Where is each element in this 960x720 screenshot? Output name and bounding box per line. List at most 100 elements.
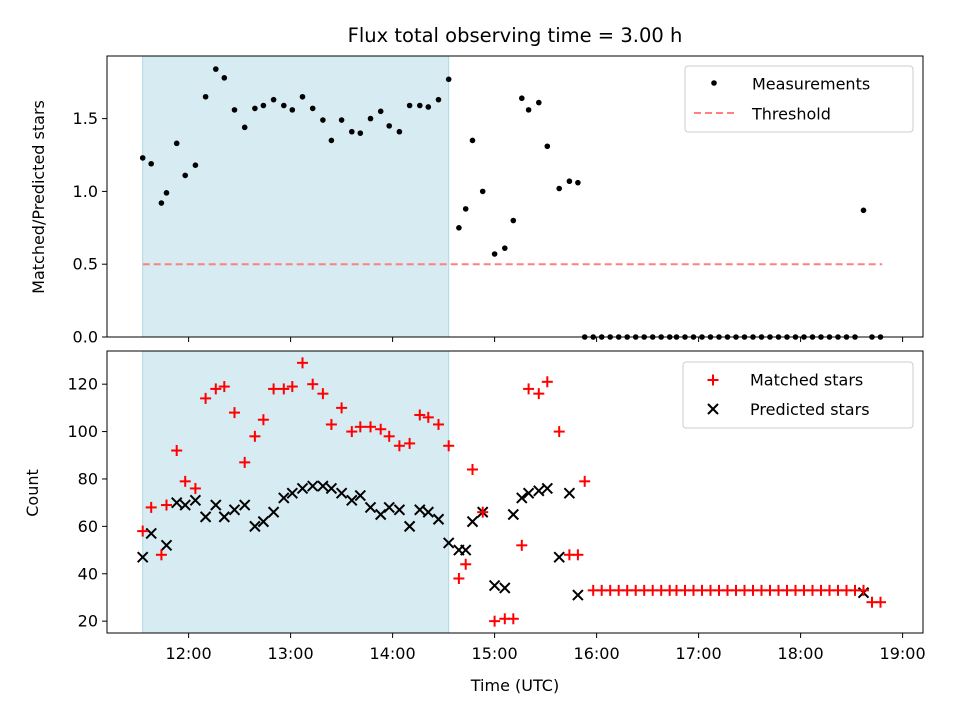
matched-point [218,381,230,393]
measurement-point [213,66,219,72]
measurement-point [139,155,146,161]
measurement-point [158,200,165,206]
predicted-point [414,504,426,516]
top-axes-frame [106,55,924,338]
measurement-point [456,225,462,231]
matched-point [553,426,565,438]
predicted-point-b [228,504,241,516]
predicted-point [499,582,511,594]
legend-measurements-marker [711,80,717,86]
bottom-y-axis-label: Count [23,469,42,517]
top-legend-box [684,65,914,133]
measurement-point [328,137,335,144]
chart-title: Flux total observing time = 3.00 h [348,24,683,47]
matched-point [336,402,348,414]
predicted-point-b [346,494,358,507]
predicted-point-b [522,487,535,499]
predicted-point [317,480,329,492]
measurement-point [566,178,573,185]
predicted-point [218,511,231,523]
matched-point [307,378,319,390]
bottom-panel: 20 40 60 80 100 120 12:00 13:00 14:00 15:00 16:00 1… [67,350,926,663]
predicted-point [459,544,472,556]
predicted-point-b [249,520,261,533]
predicted-point-b [170,496,183,509]
predicted-point-b [199,511,212,523]
predicted-point [354,489,367,502]
predicted-point-b [210,499,222,511]
measurement-point [556,185,562,192]
predicted-point-b [466,515,479,528]
predicted-point-b [278,492,290,504]
legend-predicted-marker-b [707,403,719,415]
predicted-point [189,494,202,507]
y-tick-label: 0.5 [73,255,98,274]
y-tick-label: 80 [78,469,98,488]
legend-threshold-label: Threshold [751,105,831,124]
measurement-point [425,104,432,110]
predicted-point [422,506,435,518]
y-tick-label: 0.0 [73,328,98,347]
predicted-point [553,551,565,563]
predicted-point [179,499,191,511]
matched-point [161,499,172,511]
predicted-point [170,496,183,509]
measurement-point [231,107,238,113]
bottom-legend-box [682,361,914,429]
measurement-point [192,162,199,168]
predicted-point-b [306,480,319,492]
measurement-point [462,206,469,212]
measurement-point [860,207,867,214]
bottom-axes-frame [106,350,924,634]
matched-point [137,525,149,537]
measurement-point [281,102,287,109]
legend-matched-marker [707,374,719,386]
measurement-point [445,76,452,83]
matched-point [443,440,455,452]
measurement-point [525,107,532,113]
predicted-point-b [160,539,173,552]
predicted-point [325,482,338,495]
predicted-point-b [393,504,406,516]
matched-point [286,381,298,393]
measurement-point [320,117,326,123]
measurement-point [544,143,551,150]
x-tick-label: 14:00 [370,644,416,663]
predicted-point [403,520,416,533]
legend-matched-label: Matched stars [750,371,863,390]
predicted-point-b [516,492,528,504]
x-tick-label: 13:00 [268,644,314,663]
predicted-point-b [499,582,511,594]
measurement-point [241,124,248,131]
measurement-point [469,137,476,144]
x-tick-label: 17:00 [676,644,722,663]
predicted-point [533,485,545,497]
matched-point [541,376,553,388]
predicted-point [516,492,528,504]
matched-point [477,506,489,518]
predicted-point [442,537,455,549]
predicted-point [249,520,261,533]
predicted-point-b [286,487,299,499]
measurement-point [575,179,581,186]
x-tick-label: 16:00 [574,644,620,663]
predicted-point [572,589,584,601]
predicted-point [432,513,445,525]
matched-point [467,463,478,475]
measurement-point [357,130,364,136]
predicted-point-b [145,527,157,540]
predicted-point [522,487,535,499]
x-axis-label: Time (UTC) [470,676,559,695]
matched-point [200,392,212,404]
y-tick-label: 100 [67,422,98,441]
measurement-point [396,128,403,135]
predicted-point-b [189,494,202,507]
measurement-point [417,102,423,109]
predicted-point-b [364,501,377,514]
matched-point [516,539,528,551]
predicted-point [257,515,270,528]
measurement-point [299,93,306,100]
x-tick-label: 12:00 [166,644,212,663]
top-panel: 0.0 0.5 1.0 1.5 Measurements Threshold [73,55,924,347]
predicted-point [507,508,520,521]
